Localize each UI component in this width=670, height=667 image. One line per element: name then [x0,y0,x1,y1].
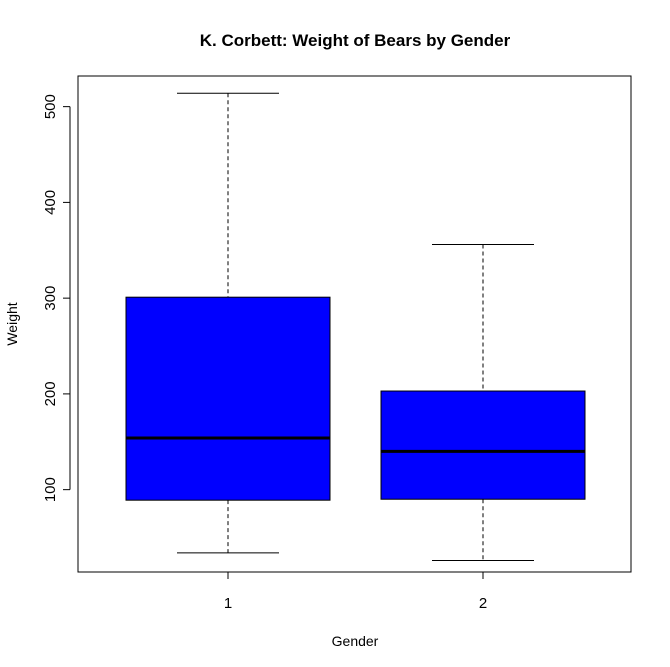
x-tick-label: 1 [224,595,232,612]
box-group [125,92,586,562]
y-tick-label: 100 [42,477,59,502]
y-axis: 100 200 300 400 500 [42,94,71,502]
iqr-box [380,390,586,500]
x-axis-label: Gender [332,633,379,649]
y-tick-label: 400 [42,190,59,215]
y-tick-label: 300 [42,286,59,311]
x-tick-label: 2 [479,595,487,612]
box-1 [125,92,331,554]
iqr-box [125,296,331,501]
y-tick-label: 500 [42,94,59,119]
box-2 [380,244,586,562]
chart-title: K. Corbett: Weight of Bears by Gender [200,31,511,50]
y-tick-label: 200 [42,381,59,406]
y-axis-label: Weight [4,302,20,345]
